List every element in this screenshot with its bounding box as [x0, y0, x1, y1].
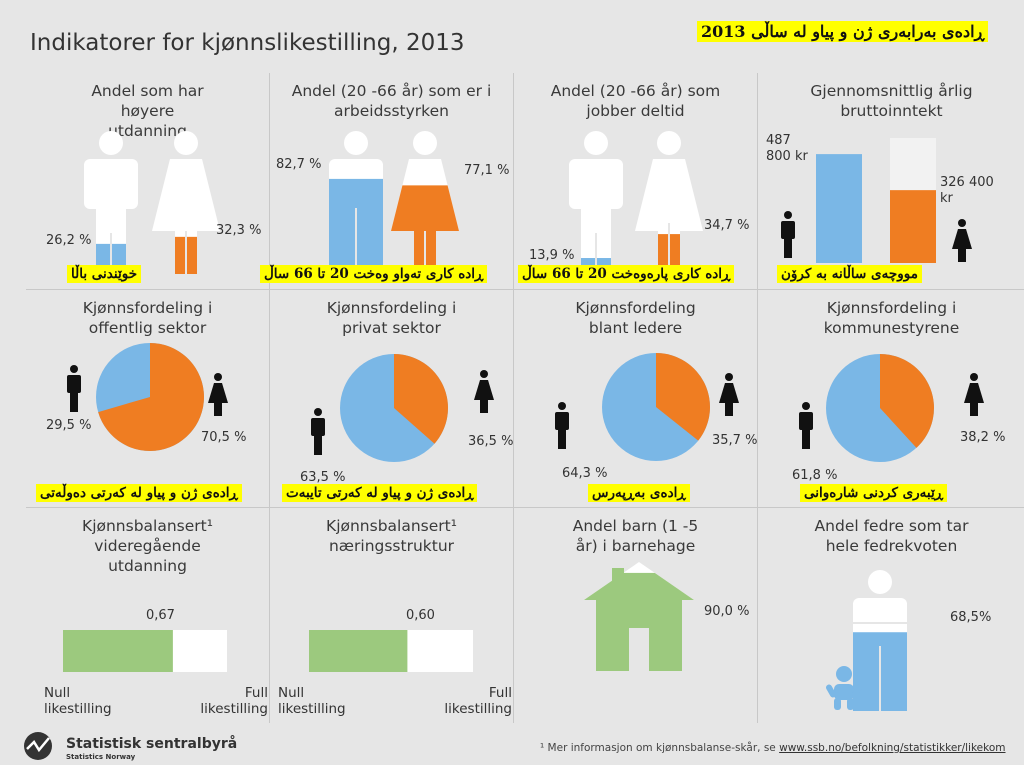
translation-label: ڕادەی بەڕپەرس	[588, 484, 690, 502]
man-icon	[799, 402, 813, 449]
cell-paternity-quota: Andel fedre som tar hele fedrekvoten 68,…	[758, 508, 1024, 723]
scale-fill	[309, 630, 408, 672]
men-value-label: 63,5 %	[300, 470, 346, 485]
footnote: ¹ Mer informasjon om kjønnsbalanse-skår,…	[540, 742, 1006, 754]
kindergarten-value-label: 90,0 %	[704, 604, 750, 619]
logo-name: Statistisk sentralbyrå	[66, 736, 238, 752]
cell-title: Andel barn (1 -5 år) i barnehage	[572, 517, 699, 555]
man-icon	[555, 402, 569, 449]
women-value-label: 34,7 %	[704, 218, 750, 233]
translation-label: مووچەی ساڵانە بە کرۆن	[777, 265, 922, 283]
men-value-label: 61,8 %	[792, 468, 838, 483]
private-sector-pie	[311, 354, 494, 462]
page-title: Indikatorer for kjønnslikestilling, 2013	[30, 30, 465, 56]
cell-higher-education: Andel som har høyere utdanning 26,2	[26, 73, 270, 290]
woman-icon	[474, 370, 494, 413]
cell-title: Kjønnsfordeling blant ledere	[575, 299, 696, 337]
cell-title: Andel (20 -66 år) som jobber deltid	[550, 82, 721, 120]
cell-title: Gjennomsnittlig årlig bruttoinntekt	[810, 82, 973, 120]
man-icon	[311, 408, 325, 455]
women-slice	[880, 354, 934, 448]
cell-private-sector: Kjønnsfordeling i privat sektor 63,5 % 3…	[270, 290, 514, 508]
footnote-text: ¹ Mer informasjon om kjønnsbalanse-skår,…	[540, 742, 776, 754]
cell-title: Kjønnsfordeling i privat sektor	[326, 299, 457, 337]
cell-municipal-councils: Kjønnsfordeling i kommunestyrene 61,8 % …	[758, 290, 1024, 508]
men-value-label: 64,3 %	[562, 466, 608, 481]
women-income-label: 326 400 kr	[940, 175, 994, 206]
cell-industry-balance: Kjønnsbalansert¹ næringsstruktur 0,60 Nu…	[270, 508, 514, 723]
translation-label: ڕادەی ژن و پیاو لە کەرتی دەوڵەتی	[36, 484, 242, 502]
indicator-grid: Andel som har høyere utdanning 26,2	[26, 73, 1024, 723]
cell-title: Andel (20 -66 år) som er i arbeidsstyrke…	[291, 82, 492, 120]
municipal-councils-pie	[799, 354, 984, 462]
man-icon	[569, 131, 623, 274]
cell-title: Kjønnsfordeling i offentlig sektor	[82, 299, 213, 337]
cell-public-sector: Kjønnsfordeling i offentlig sektor 29,5 …	[26, 290, 270, 508]
men-value-label: 26,2 %	[46, 233, 92, 248]
men-value-label: 29,5 %	[46, 418, 92, 433]
women-value-label: 70,5 %	[201, 430, 247, 445]
cell-title: Kjønnsbalansert¹ næringsstruktur	[326, 517, 457, 555]
cell-title: Andel fedre som tar hele fedrekvoten	[814, 517, 969, 555]
scale-max-label: Full likestilling	[200, 685, 268, 717]
labour-force-pictogram	[329, 131, 459, 275]
ssb-logo-icon	[24, 732, 52, 760]
women-value-label: 77,1 %	[464, 163, 510, 178]
women-slice	[394, 354, 448, 444]
man-icon	[781, 211, 795, 258]
women-value-label: 35,7 %	[712, 433, 758, 448]
chimney	[612, 568, 624, 590]
scale-value-label: 0,67	[146, 608, 175, 623]
women-slice	[656, 353, 710, 441]
cell-title: Kjønnsfordeling i kommunestyrene	[823, 299, 960, 337]
leaders-pie	[555, 353, 739, 461]
cell-part-time: Andel (20 -66 år) som jobber deltid 13,9…	[514, 73, 758, 290]
translation-label: خوێندنی باڵا	[67, 265, 142, 283]
higher-education-pictogram	[84, 131, 220, 275]
scale-min-label: Null likestilling	[44, 685, 112, 717]
industry-balance-scale	[309, 630, 473, 672]
cell-gross-income: Gjennomsnittlig årlig bruttoinntekt 487 …	[758, 73, 1024, 290]
paternity-value-label: 68,5%	[950, 610, 992, 625]
women-slice	[98, 343, 205, 451]
woman-share-fill	[391, 185, 459, 274]
woman-icon	[964, 373, 984, 416]
men-value-label: 13,9 %	[529, 248, 575, 263]
cell-leaders: Kjønnsfordeling blant ledere 64,3 % 35,7…	[514, 290, 758, 508]
woman-icon	[208, 373, 228, 416]
man-icon	[67, 365, 81, 412]
men-income-bar	[816, 154, 862, 263]
scale-fill	[63, 630, 173, 672]
cell-title: Andel som har høyere utdanning	[91, 82, 204, 140]
cell-labour-force: Andel (20 -66 år) som er i arbeidsstyrke…	[270, 73, 514, 290]
vgs-balance-scale	[63, 630, 227, 672]
men-income-label: 487 800 kr	[766, 133, 808, 164]
house-share-fill	[584, 572, 694, 671]
cell-vgs-balance: Kjønnsbalansert¹ videregående utdanning …	[26, 508, 270, 723]
translation-label: ڕێبەری کردنی شارەوانی	[800, 484, 947, 502]
woman-icon	[719, 373, 739, 416]
women-value-label: 32,3 %	[216, 223, 262, 238]
scale-value-label: 0,60	[406, 608, 435, 623]
public-sector-pie	[67, 343, 228, 451]
scale-min-label: Null likestilling	[278, 685, 346, 717]
scale-max-label: Full likestilling	[444, 685, 512, 717]
logo-subtitle: Statistics Norway	[66, 753, 136, 761]
footnote-link[interactable]: www.ssb.no/befolkning/statistikker/likek…	[779, 742, 1006, 754]
women-value-label: 36,5 %	[468, 434, 514, 449]
cell-kindergarten: Andel barn (1 -5 år) i barnehage 90,0 %	[514, 508, 758, 723]
kindergarten-house	[584, 562, 694, 671]
translation-label: ڕادەی ژن و پیاو لە کەرتی تایبەت	[282, 484, 478, 502]
gross-income-bars	[781, 138, 972, 263]
baby-icon	[826, 666, 862, 710]
women-income-bar	[890, 190, 936, 263]
translation-label: ڕادە کاری تەواو وەخت 20 تا 66 ساڵ	[260, 265, 488, 283]
kurdish-banner: ڕادەی بەرابەری ژن و پیاو لە ساڵی 2013	[697, 21, 989, 42]
translation-label: ڕادە کاری پارەوەخت 20 تا 66 ساڵ	[518, 265, 735, 283]
woman-icon	[952, 219, 972, 262]
women-value-label: 38,2 %	[960, 430, 1006, 445]
cell-title: Kjønnsbalansert¹ videregående utdanning	[82, 517, 213, 575]
paternity-pictogram	[826, 570, 907, 712]
men-value-label: 82,7 %	[276, 157, 322, 172]
